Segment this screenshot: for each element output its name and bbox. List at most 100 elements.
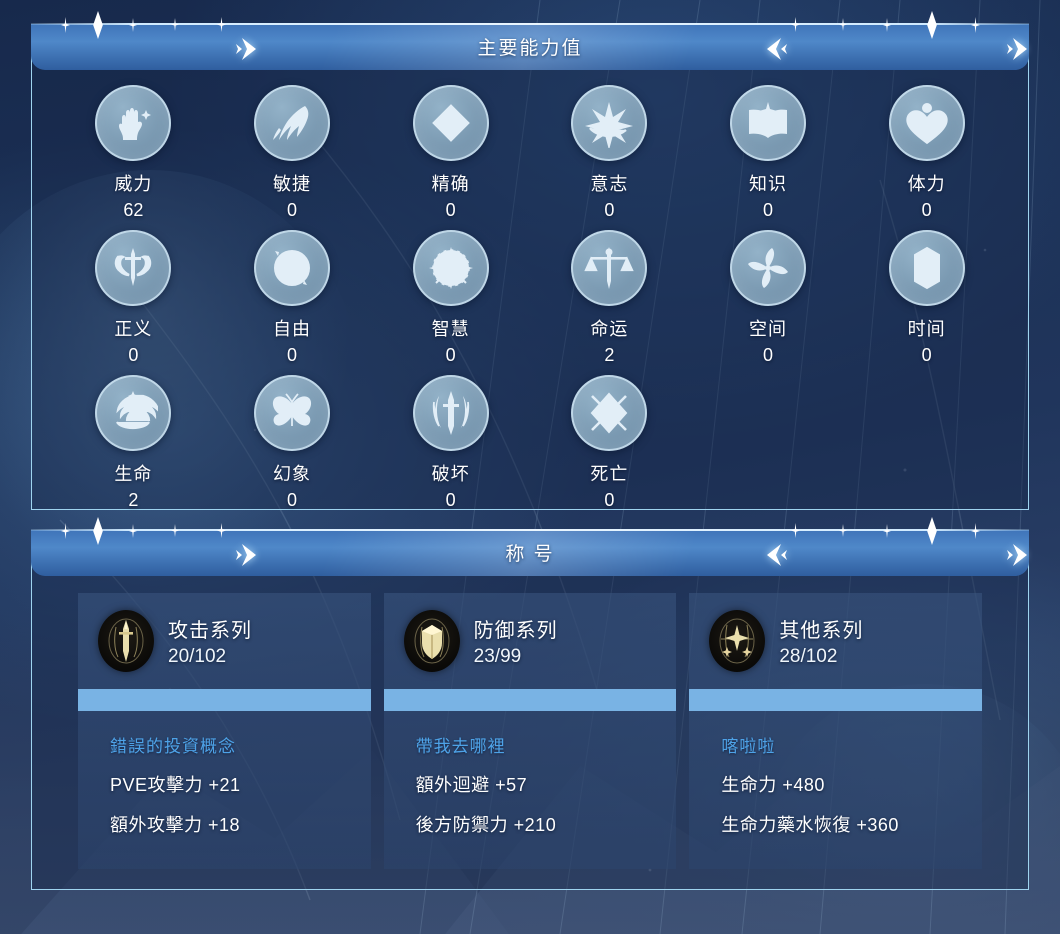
titles-header: 称 号 <box>31 517 1029 576</box>
stat-item-power[interactable]: 威力 62 <box>54 81 213 221</box>
title-effect: 後方防禦力 +210 <box>415 815 557 835</box>
card-name: 其他系列 <box>779 620 864 642</box>
stat-value: 62 <box>123 200 144 220</box>
card-divider-bar <box>383 689 677 711</box>
hourglass-icon <box>888 230 965 306</box>
card-body: 錯誤的投資概念 PVE攻擊力 +21 額外攻擊力 +18 <box>78 711 371 837</box>
stat-item-death[interactable]: 死亡 0 <box>530 371 689 511</box>
title-card-other[interactable]: 其他系列 28/102 喀啦啦 生命力 +480 生命力藥水恢復 +360 <box>689 593 982 869</box>
death-blade-icon <box>571 375 648 451</box>
stat-item-justice[interactable]: 正义 0 <box>54 226 213 366</box>
title-effect: 額外迴避 +57 <box>415 775 528 795</box>
card-header-text: 攻击系列 20/102 <box>168 614 252 668</box>
stat-value: 0 <box>286 200 297 220</box>
main-stats-panel: 主要能力值 威力 62 敏捷 0 精确 0 <box>31 11 1029 511</box>
book-icon <box>729 85 806 161</box>
stat-item-destruction[interactable]: 破坏 0 <box>371 371 530 511</box>
stat-label: 正义 <box>114 319 153 339</box>
stat-value: 2 <box>604 345 615 365</box>
stat-label: 知识 <box>748 174 787 194</box>
stat-item-wisdom[interactable]: 智慧 0 <box>371 226 530 366</box>
stat-label: 敏捷 <box>272 174 311 194</box>
header-top-line <box>31 529 1029 531</box>
compass-star-icon <box>412 230 489 306</box>
stat-value: 0 <box>286 490 297 510</box>
stat-label: 威力 <box>114 174 153 194</box>
equipped-title-name: 帶我去哪裡 <box>415 737 506 756</box>
card-header: 其他系列 28/102 <box>689 593 982 689</box>
title-effect: PVE攻擊力 +21 <box>110 775 241 795</box>
titles-title: 称 号 <box>505 544 555 565</box>
header-top-line <box>31 23 1029 25</box>
stat-label: 精确 <box>431 174 470 194</box>
stat-value: 0 <box>921 345 932 365</box>
header-sheen <box>31 24 1029 70</box>
stat-value: 0 <box>762 200 773 220</box>
stat-label: 破坏 <box>431 464 470 484</box>
title-card-defense[interactable]: 防御系列 23/99 帶我去哪裡 額外迴避 +57 後方防禦力 +210 <box>383 593 677 869</box>
title-effect: 生命力 +480 <box>721 775 825 795</box>
stat-label: 智慧 <box>431 319 470 339</box>
card-body: 帶我去哪裡 額外迴避 +57 後方防禦力 +210 <box>384 711 677 837</box>
stat-label: 意志 <box>590 174 629 194</box>
stat-item-freedom[interactable]: 自由 0 <box>213 226 372 366</box>
card-divider-bar <box>78 689 371 711</box>
sword-emblem-icon <box>98 610 154 672</box>
stat-item-illusion[interactable]: 幻象 0 <box>213 371 372 511</box>
title-card-attack[interactable]: 攻击系列 20/102 錯誤的投資概念 PVE攻擊力 +21 額外攻擊力 +18 <box>78 593 371 869</box>
stats-grid: 威力 62 敏捷 0 精确 0 意志 0 <box>54 81 1006 511</box>
stat-value: 0 <box>762 345 773 365</box>
stat-label: 体力 <box>907 174 946 194</box>
stat-item-life[interactable]: 生命 2 <box>54 371 213 511</box>
card-count: 20/102 <box>168 646 227 667</box>
card-name: 防御系列 <box>473 620 558 642</box>
stat-item-precision[interactable]: 精确 0 <box>371 81 530 221</box>
bird-arrow-icon <box>253 230 330 306</box>
title-cards-container: 攻击系列 20/102 錯誤的投資概念 PVE攻擊力 +21 額外攻擊力 +18 <box>78 593 982 869</box>
stat-item-time[interactable]: 时间 0 <box>847 226 1006 366</box>
stat-label: 生命 <box>114 464 153 484</box>
stat-value: 0 <box>921 200 932 220</box>
equipped-title-name: 錯誤的投資概念 <box>110 737 236 756</box>
card-header-text: 其他系列 28/102 <box>779 614 863 668</box>
card-body: 喀啦啦 生命力 +480 生命力藥水恢復 +360 <box>689 711 982 837</box>
title-effect: 生命力藥水恢復 +360 <box>721 815 899 835</box>
title-effect: 額外攻擊力 +18 <box>110 815 241 835</box>
stat-value: 0 <box>445 200 456 220</box>
scales-sword-icon <box>571 230 648 306</box>
titles-panel: 称 号 攻击系列 20/102 <box>31 517 1029 890</box>
butterfly-icon <box>253 375 330 451</box>
card-count: 28/102 <box>779 646 838 667</box>
stat-value: 0 <box>445 345 456 365</box>
star-emblem-icon <box>709 610 766 672</box>
card-divider-bar <box>689 689 982 711</box>
stat-value: 0 <box>128 345 139 365</box>
winged-sword-icon <box>412 375 489 451</box>
stat-label: 时间 <box>907 319 946 339</box>
header-sheen <box>31 530 1029 576</box>
main-stats-header: 主要能力值 <box>31 11 1029 70</box>
starburst-icon <box>571 85 648 161</box>
stat-label: 空间 <box>748 319 787 339</box>
main-stats-title: 主要能力值 <box>477 38 583 59</box>
stat-label: 幻象 <box>272 464 311 484</box>
sword-shield-icon <box>95 230 172 306</box>
card-header: 攻击系列 20/102 <box>78 593 371 689</box>
stat-item-stamina[interactable]: 体力 0 <box>847 81 1006 221</box>
stat-value: 0 <box>286 345 297 365</box>
stat-item-agility[interactable]: 敏捷 0 <box>213 81 372 221</box>
stat-item-space[interactable]: 空间 0 <box>689 226 848 366</box>
heart-icon <box>888 85 965 161</box>
stat-item-knowledge[interactable]: 知识 0 <box>689 81 848 221</box>
stat-value: 0 <box>604 200 615 220</box>
stat-value: 2 <box>128 490 139 510</box>
stat-value: 0 <box>604 490 615 510</box>
equipped-title-name: 喀啦啦 <box>721 737 776 756</box>
swirl-icon <box>729 230 806 306</box>
stat-item-fate[interactable]: 命运 2 <box>530 226 689 366</box>
stat-item-will[interactable]: 意志 0 <box>530 81 689 221</box>
card-count: 23/99 <box>473 646 522 667</box>
card-header-text: 防御系列 23/99 <box>474 614 558 668</box>
stat-label: 命运 <box>590 319 629 339</box>
shield-emblem-icon <box>403 610 460 672</box>
